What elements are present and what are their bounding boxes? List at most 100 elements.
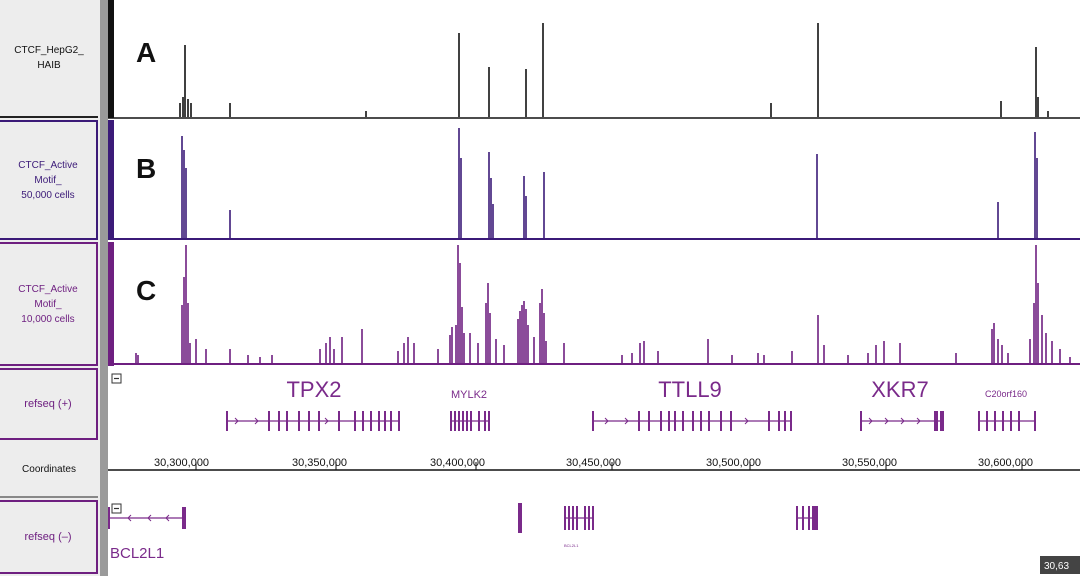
bcl2l1-exon [184, 507, 186, 529]
minus-gene-right-exon [808, 506, 810, 530]
track-label-refseq-plus[interactable]: refseq (+) [0, 368, 98, 440]
c20orf160-exon [1034, 411, 1036, 431]
minus-gene-cluster-exon [588, 506, 590, 530]
tpx2-exon [362, 411, 364, 431]
label-divider[interactable] [100, 0, 108, 576]
mylk2-exon [466, 411, 468, 431]
strand-arrow-icon [624, 417, 629, 425]
xkr7-exon [936, 411, 938, 431]
xkr7-exon [942, 411, 944, 431]
ttll9-exon [700, 411, 702, 431]
track-label-panel: CTCF_HepG2_ HAIB CTCF_Active Motif_ 50,0… [0, 0, 100, 576]
strand-arrow-icon [868, 417, 873, 425]
c20orf160-exon [986, 411, 988, 431]
signal-track-a: A [108, 0, 1080, 119]
coordinate-tick-label: 30,500,000 [706, 457, 761, 469]
ttll9-exon [784, 411, 786, 431]
mylk2-exon [470, 411, 472, 431]
ttll9-exon [778, 411, 780, 431]
track-label-c[interactable]: CTCF_Active Motif_ 10,000 cells [0, 242, 98, 366]
signal-track-c: C [108, 242, 1080, 366]
track-label-refseq-minus[interactable]: refseq (–) [0, 500, 98, 574]
signal-track-b: B [108, 120, 1080, 240]
gene-label-tpx2: TPX2 [286, 377, 341, 402]
gene-label-mylk2: MYLK2 [451, 389, 487, 401]
ttll9-exon [668, 411, 670, 431]
ttll9-exon [790, 411, 792, 431]
track-label-coordinates[interactable]: Coordinates [0, 442, 98, 498]
bcl2l1-exon [108, 507, 110, 529]
tpx2-exon [398, 411, 400, 431]
strand-arrow-icon [165, 514, 170, 522]
track-b-color-bar [108, 120, 114, 240]
coordinate-tick-label: 30,600,000 [978, 457, 1033, 469]
tpx2-exon [390, 411, 392, 431]
ttll9-exon [708, 411, 710, 431]
track-a-color-bar [108, 0, 114, 118]
mylk2-exon [488, 411, 490, 431]
tpx2-exon [308, 411, 310, 431]
mylk2-exon [484, 411, 486, 431]
strand-arrow-icon [744, 417, 749, 425]
ttll9-exon [660, 411, 662, 431]
minus-gene-right-exon [814, 506, 816, 530]
minus-gene-right-exon [812, 506, 814, 530]
track-c-color-bar [108, 242, 114, 366]
tpx2-exon [378, 411, 380, 431]
strand-arrow-icon [127, 514, 132, 522]
ttll9-exon [692, 411, 694, 431]
strand-arrow-icon [234, 417, 239, 425]
c20orf160-exon [1010, 411, 1012, 431]
ttll9-exon [674, 411, 676, 431]
track-area: A B C TPX2 MYLK2 TTLL9 XK [108, 0, 1080, 576]
strand-arrow-icon [884, 417, 889, 425]
minus-gene-right-exon [816, 506, 818, 530]
mylk2-exon [458, 411, 460, 431]
track-label-b[interactable]: CTCF_Active Motif_ 50,000 cells [0, 120, 98, 240]
tpx2-exon [370, 411, 372, 431]
track-label-a[interactable]: CTCF_HepG2_ HAIB [0, 0, 98, 118]
tpx2-exon [338, 411, 340, 431]
panel-letter-b: B [136, 153, 156, 184]
ttll9-exon [730, 411, 732, 431]
coordinate-tick-label: 30,350,000 [292, 457, 347, 469]
mylk2-exon [462, 411, 464, 431]
minus-gene-cluster-exon [584, 506, 586, 530]
gene-label-xkr7: XKR7 [871, 377, 928, 402]
c20orf160-exon [1018, 411, 1020, 431]
xkr7-exon [940, 411, 942, 431]
gene-label-bcl2l1: BCL2L1 [110, 545, 164, 562]
strand-arrow-icon [916, 417, 921, 425]
minus-gene-cluster-exon [568, 506, 570, 530]
xkr7-exon [860, 411, 862, 431]
coordinate-tick-label: 30,450,000 [566, 457, 621, 469]
coordinate-ruler: 30,63 30,300,000 30,350,000 30,400,000 30,4… [108, 457, 1080, 574]
strand-arrow-icon [900, 417, 905, 425]
ttll9-exon [720, 411, 722, 431]
mylk2-exon [454, 411, 456, 431]
minus-gene-cluster-exon [592, 506, 594, 530]
refseq-minus-track: BCL2L1 BCL2L1 [108, 503, 818, 562]
coordinate-tick-label: 30,300,000 [154, 457, 209, 469]
bcl2l1-exon [182, 507, 184, 529]
minus-gene-cluster-exon [572, 506, 574, 530]
strand-arrow-icon [254, 417, 259, 425]
minus-gene-cluster-exon [564, 506, 566, 530]
panel-letter-a: A [136, 37, 156, 68]
ttll9-exon [592, 411, 594, 431]
tpx2-exon [298, 411, 300, 431]
coordinate-tick-label: 30,550,000 [842, 457, 897, 469]
minus-gene-single-exon [518, 503, 520, 533]
coordinate-end-box [1040, 556, 1080, 574]
xkr7-exon [934, 411, 936, 431]
coordinate-tick-label: 30,400,000 [430, 457, 485, 469]
tpx2-exon [286, 411, 288, 431]
coordinate-end-label: 30,63 [1044, 561, 1069, 572]
ttll9-exon [648, 411, 650, 431]
track-canvas: A B C TPX2 MYLK2 TTLL9 XK [108, 0, 1080, 574]
c20orf160-exon [978, 411, 980, 431]
tpx2-exon [384, 411, 386, 431]
gene-label-small-minus: BCL2L1 [564, 543, 579, 548]
panel-letter-c: C [136, 275, 156, 306]
